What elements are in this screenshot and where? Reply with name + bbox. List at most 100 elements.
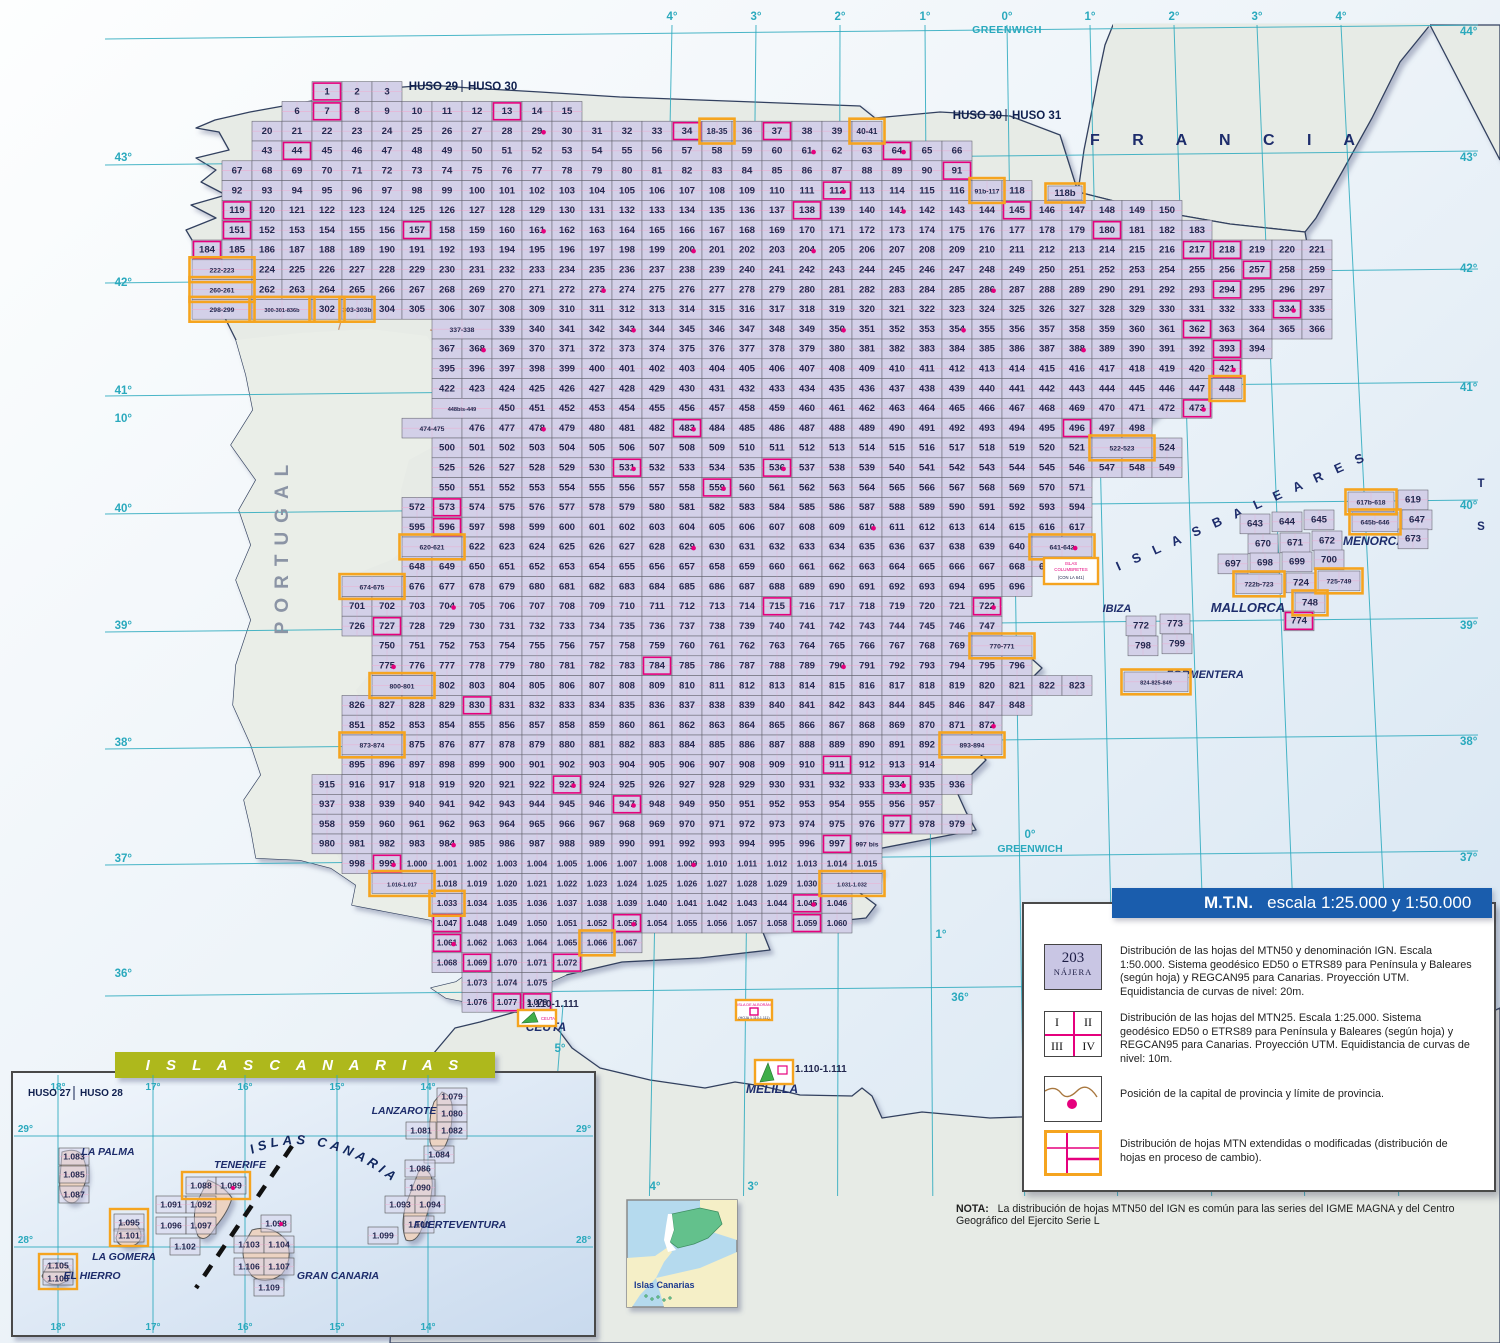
svg-text:808: 808 <box>619 680 636 691</box>
svg-text:1.087: 1.087 <box>63 1190 85 1200</box>
svg-text:15°: 15° <box>329 1322 344 1333</box>
svg-text:78: 78 <box>562 166 573 177</box>
svg-text:294: 294 <box>1219 284 1236 295</box>
svg-text:152: 152 <box>259 225 275 236</box>
svg-text:898: 898 <box>439 760 456 771</box>
svg-text:653: 653 <box>559 562 575 573</box>
svg-text:37: 37 <box>772 126 783 137</box>
legend-title-escala: escala 1:25.000 y 1:50.000 <box>1267 893 1472 912</box>
svg-text:44: 44 <box>292 146 303 157</box>
svg-text:964: 964 <box>499 819 516 830</box>
svg-text:641-642: 641-642 <box>1050 545 1075 552</box>
svg-text:1.034: 1.034 <box>467 899 488 908</box>
svg-text:688: 688 <box>769 581 786 592</box>
svg-text:234: 234 <box>559 265 576 276</box>
svg-text:676: 676 <box>409 581 425 592</box>
svg-text:71: 71 <box>352 166 363 177</box>
svg-text:412: 412 <box>949 364 965 375</box>
svg-text:16°: 16° <box>237 1322 252 1333</box>
svg-text:500: 500 <box>439 443 455 454</box>
svg-text:1.031-1.032: 1.031-1.032 <box>837 882 867 888</box>
svg-text:706: 706 <box>499 601 515 612</box>
svg-text:211: 211 <box>1009 245 1025 256</box>
svg-text:666: 666 <box>949 562 965 573</box>
svg-text:101: 101 <box>499 185 516 196</box>
svg-text:37°: 37° <box>115 853 133 865</box>
svg-text:556: 556 <box>619 482 635 493</box>
svg-text:90: 90 <box>922 166 933 177</box>
svg-text:91b-117: 91b-117 <box>975 188 1000 195</box>
svg-text:522-523: 522-523 <box>1110 446 1135 453</box>
svg-text:848: 848 <box>1009 700 1026 711</box>
svg-text:820: 820 <box>979 680 995 691</box>
svg-text:711: 711 <box>649 601 665 612</box>
svg-text:144: 144 <box>979 205 996 216</box>
svg-text:EL HIERRO: EL HIERRO <box>64 1270 121 1282</box>
svg-text:392: 392 <box>1189 344 1205 355</box>
svg-text:920: 920 <box>469 779 485 790</box>
quad-iii: III <box>1051 1039 1063 1053</box>
svg-text:576: 576 <box>529 502 545 513</box>
svg-text:651: 651 <box>499 562 516 573</box>
svg-text:1.080: 1.080 <box>441 1109 463 1119</box>
svg-text:99: 99 <box>442 185 453 196</box>
svg-text:526: 526 <box>469 463 485 474</box>
svg-text:530: 530 <box>589 463 605 474</box>
svg-text:952: 952 <box>769 799 785 810</box>
svg-text:904: 904 <box>619 760 636 771</box>
svg-text:796: 796 <box>1009 661 1025 672</box>
svg-text:1.099: 1.099 <box>372 1231 394 1241</box>
svg-text:766: 766 <box>859 641 875 652</box>
svg-text:995: 995 <box>769 839 786 850</box>
svg-text:601: 601 <box>589 522 606 533</box>
svg-text:463: 463 <box>889 403 905 414</box>
svg-text:39°: 39° <box>1460 620 1478 632</box>
svg-text:815: 815 <box>829 680 846 691</box>
svg-text:593: 593 <box>1039 502 1055 513</box>
svg-text:168: 168 <box>739 225 756 236</box>
svg-text:890: 890 <box>859 740 875 751</box>
svg-text:1.022: 1.022 <box>557 879 578 888</box>
svg-text:643: 643 <box>1247 519 1263 530</box>
svg-text:752: 752 <box>439 641 455 652</box>
svg-text:746: 746 <box>949 621 965 632</box>
svg-text:233: 233 <box>529 265 545 276</box>
svg-text:163: 163 <box>589 225 605 236</box>
svg-text:170: 170 <box>799 225 815 236</box>
svg-text:52: 52 <box>532 146 543 157</box>
svg-text:696: 696 <box>1009 581 1025 592</box>
svg-text:80: 80 <box>622 166 633 177</box>
svg-text:679: 679 <box>499 581 515 592</box>
svg-text:919: 919 <box>439 779 455 790</box>
svg-text:156: 156 <box>379 225 395 236</box>
svg-text:721: 721 <box>949 601 966 612</box>
svg-text:607: 607 <box>769 522 785 533</box>
svg-text:695: 695 <box>979 581 996 592</box>
svg-text:88: 88 <box>862 166 873 177</box>
svg-text:HUSO 28: HUSO 28 <box>80 1088 123 1099</box>
svg-text:TENERIFE: TENERIFE <box>214 1159 267 1171</box>
svg-text:1.110-1.111: 1.110-1.111 <box>527 999 579 1010</box>
svg-text:978: 978 <box>919 819 936 830</box>
svg-text:205: 205 <box>829 245 846 256</box>
svg-text:48: 48 <box>412 146 423 157</box>
svg-text:345: 345 <box>679 324 696 335</box>
svg-text:632: 632 <box>769 542 785 553</box>
svg-text:993: 993 <box>709 839 725 850</box>
svg-text:1.096: 1.096 <box>160 1221 182 1231</box>
svg-text:873-874: 873-874 <box>360 743 385 750</box>
svg-text:517: 517 <box>949 443 965 454</box>
svg-text:320: 320 <box>859 304 875 315</box>
svg-text:46: 46 <box>352 146 363 157</box>
svg-text:529: 529 <box>559 463 575 474</box>
svg-text:148: 148 <box>1099 205 1116 216</box>
svg-text:869: 869 <box>889 720 905 731</box>
svg-text:24: 24 <box>382 126 393 137</box>
svg-text:259: 259 <box>1309 265 1325 276</box>
svg-text:166: 166 <box>679 225 695 236</box>
svg-text:830: 830 <box>469 700 485 711</box>
svg-text:109: 109 <box>739 185 755 196</box>
svg-text:580: 580 <box>649 502 665 513</box>
svg-text:1.015: 1.015 <box>857 860 878 869</box>
